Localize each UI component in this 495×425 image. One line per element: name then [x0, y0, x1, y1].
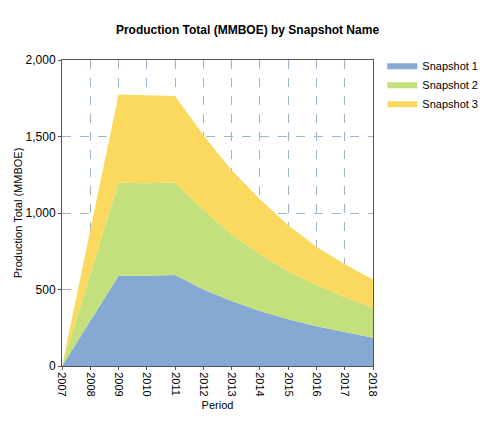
svg-text:Snapshot 1: Snapshot 1 [422, 60, 478, 72]
svg-text:2010: 2010 [141, 372, 153, 396]
svg-text:500: 500 [36, 283, 56, 297]
svg-text:2007: 2007 [56, 372, 68, 396]
svg-text:Production Total (MMBOE): Production Total (MMBOE) [12, 148, 24, 279]
svg-text:2012: 2012 [198, 372, 210, 396]
svg-text:2008: 2008 [85, 372, 97, 396]
svg-text:Snapshot 3: Snapshot 3 [422, 98, 478, 110]
svg-text:Production Total (MMBOE) by Sn: Production Total (MMBOE) by Snapshot Nam… [116, 23, 379, 37]
svg-text:Snapshot 2: Snapshot 2 [422, 79, 478, 91]
svg-text:2,000: 2,000 [26, 53, 56, 67]
svg-text:1,000: 1,000 [26, 206, 56, 220]
svg-text:Period: Period [202, 399, 234, 411]
svg-text:2017: 2017 [339, 372, 351, 396]
svg-text:2014: 2014 [254, 372, 266, 396]
svg-text:1,500: 1,500 [26, 130, 56, 144]
svg-text:2009: 2009 [113, 372, 125, 396]
svg-text:2018: 2018 [367, 372, 379, 396]
svg-text:2015: 2015 [283, 372, 295, 396]
svg-text:2013: 2013 [226, 372, 238, 396]
svg-text:0: 0 [49, 359, 56, 373]
svg-text:2011: 2011 [170, 372, 182, 396]
svg-text:2016: 2016 [311, 372, 323, 396]
